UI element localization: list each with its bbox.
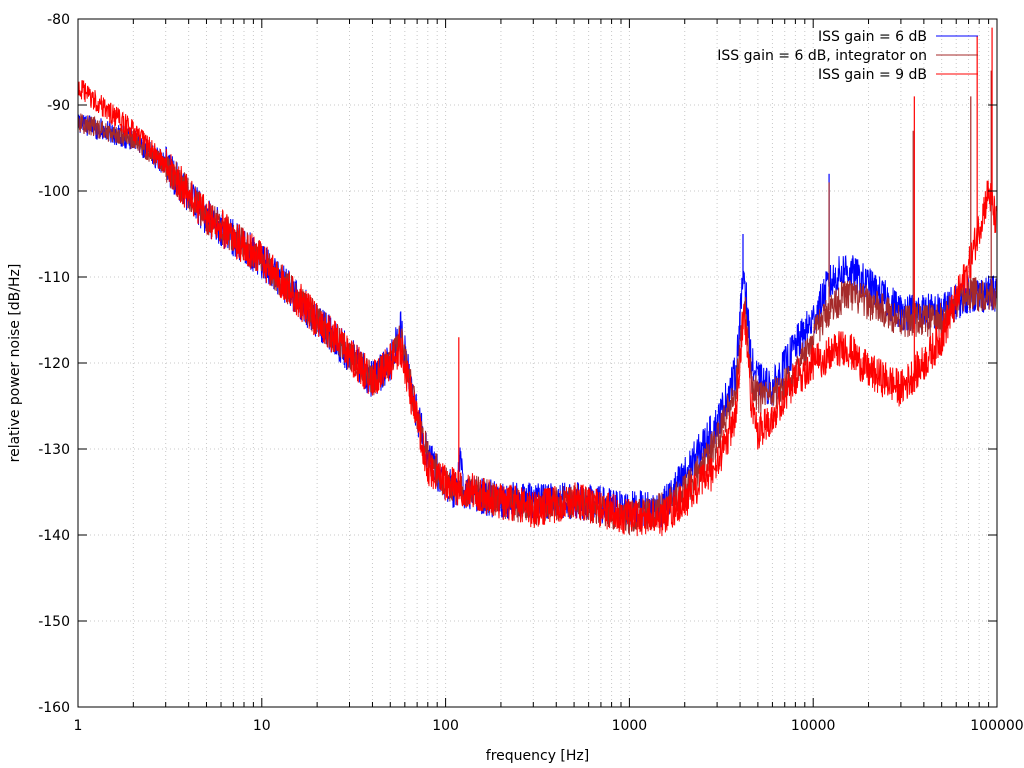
x-tick-label: 10000 (791, 718, 836, 734)
x-tick-label: 1000 (612, 718, 648, 734)
y-tick-label: -80 (47, 12, 70, 28)
legend: ISS gain = 6 dB ISS gain = 6 dB, integrat… (717, 29, 978, 83)
x-tick-label: 1 (74, 718, 83, 734)
plot-frame (77, 18, 998, 708)
x-tick-label: 100 (432, 718, 459, 734)
legend-label: ISS gain = 6 dB (818, 29, 927, 45)
x-tick-label: 100000 (970, 718, 1023, 734)
y-tick-label: -140 (38, 528, 70, 544)
y-tick-label: -100 (38, 184, 70, 200)
y-tick-label: -90 (47, 98, 70, 114)
legend-label: ISS gain = 6 dB, integrator on (717, 48, 927, 64)
x-tick-label: 10 (253, 718, 271, 734)
y-tick-label: -110 (38, 270, 70, 286)
y-tick-label: -130 (38, 442, 70, 458)
grid (78, 19, 997, 707)
series-line (77, 113, 998, 529)
series-line (77, 80, 998, 537)
y-tick-label: -160 (38, 700, 70, 716)
x-axis-label: frequency [Hz] (486, 748, 589, 764)
series-line (77, 113, 998, 535)
y-tick-label: -150 (38, 614, 70, 630)
series-layer (77, 27, 998, 537)
ticks (78, 18, 997, 708)
y-tick-label: -120 (38, 356, 70, 372)
y-axis-label: relative power noise [dB/Hz] (7, 264, 23, 463)
legend-label: ISS gain = 9 dB (818, 67, 927, 83)
